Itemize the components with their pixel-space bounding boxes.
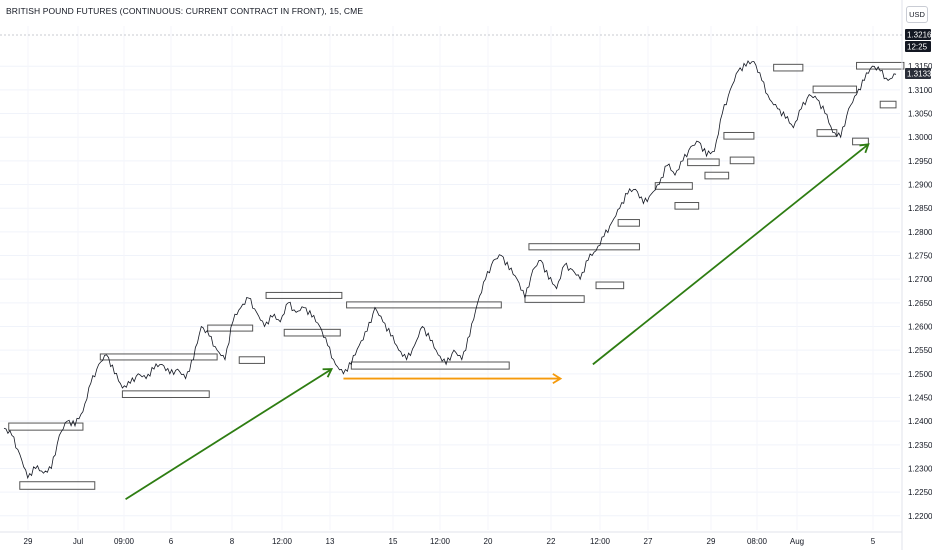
x-tick-label: 29 bbox=[24, 537, 33, 546]
zone-box bbox=[723, 131, 755, 140]
y-tick-label: 1.2850 bbox=[908, 204, 932, 213]
zone-box bbox=[19, 481, 96, 490]
x-tick-label: 13 bbox=[326, 537, 335, 546]
y-tick-label: 1.2700 bbox=[908, 275, 932, 284]
zone-box bbox=[8, 422, 84, 431]
price-tag-box bbox=[905, 41, 931, 52]
zone-box bbox=[528, 243, 640, 251]
x-tick-label: 12:00 bbox=[272, 537, 293, 546]
zone-box bbox=[773, 63, 804, 72]
y-tick-label: 1.2500 bbox=[908, 370, 932, 379]
trend-arrow-head bbox=[552, 373, 563, 385]
price-tag-label: 12:25 bbox=[907, 43, 928, 52]
price-tag-box bbox=[905, 68, 931, 79]
chart-arrows bbox=[125, 143, 870, 501]
y-tick-label: 1.2450 bbox=[908, 393, 932, 402]
price-tag-box bbox=[905, 29, 931, 40]
chart-zones bbox=[8, 61, 905, 490]
x-axis: 29 Jul 09:00 6 8 12:00 13 15 12:00 20 22 12:00 27 29 0… bbox=[0, 531, 902, 546]
trend-arrow-line bbox=[592, 143, 869, 366]
currency-button[interactable]: USD bbox=[906, 6, 928, 23]
zone-box bbox=[674, 202, 700, 210]
x-tick-label: 20 bbox=[484, 537, 493, 546]
price-tags: 1.3216 12:25 1.3133 bbox=[0, 29, 932, 79]
x-tick-label: 15 bbox=[389, 537, 398, 546]
x-tick-label: 12:00 bbox=[590, 537, 611, 546]
trend-arrow-head bbox=[322, 368, 334, 378]
y-tick-label: 1.2300 bbox=[908, 464, 932, 473]
zone-box bbox=[879, 100, 897, 109]
y-tick-label: 1.3150 bbox=[908, 62, 932, 71]
zone-box bbox=[99, 353, 218, 361]
zone-box bbox=[617, 219, 640, 227]
zone-box bbox=[816, 129, 838, 137]
x-tick-label: 08:00 bbox=[747, 537, 768, 546]
price-line bbox=[3, 60, 897, 480]
zone-box bbox=[350, 361, 510, 370]
x-tick-label: 29 bbox=[707, 537, 716, 546]
zone-box bbox=[654, 182, 693, 190]
zone-box bbox=[238, 356, 265, 364]
zone-box bbox=[729, 156, 755, 165]
y-tick-label: 1.3000 bbox=[908, 133, 932, 142]
y-axis: 1.2200 1.2250 1.2300 1.2350 1.2400 1.2450 1.25… bbox=[901, 0, 932, 550]
y-tick-label: 1.2200 bbox=[908, 512, 932, 521]
x-tick-label: 6 bbox=[169, 537, 174, 546]
chart-grid bbox=[0, 26, 900, 530]
zone-box bbox=[265, 291, 343, 299]
zone-box bbox=[595, 281, 625, 290]
x-tick-label: Jul bbox=[73, 537, 83, 546]
y-tick-label: 1.2350 bbox=[908, 441, 932, 450]
y-tick-label: 1.3050 bbox=[908, 110, 932, 119]
zone-box bbox=[121, 390, 210, 398]
x-tick-label: 27 bbox=[644, 537, 653, 546]
y-tick-label: 1.2250 bbox=[908, 488, 932, 497]
y-tick-label: 1.2950 bbox=[908, 157, 932, 166]
zone-box bbox=[687, 158, 720, 167]
x-tick-label: 12:00 bbox=[430, 537, 451, 546]
x-tick-label: Aug bbox=[790, 537, 804, 546]
chart-series bbox=[3, 60, 897, 480]
price-tag-label: 1.3133 bbox=[907, 70, 932, 79]
y-tick-label: 1.2750 bbox=[908, 252, 932, 261]
zone-box bbox=[524, 295, 585, 303]
y-tick-label: 1.2550 bbox=[908, 346, 932, 355]
x-tick-label: 09:00 bbox=[114, 537, 135, 546]
zone-box bbox=[812, 85, 858, 94]
x-tick-label: 22 bbox=[547, 537, 556, 546]
zone-box bbox=[856, 61, 905, 70]
x-tick-label: 5 bbox=[871, 537, 876, 546]
y-tick-label: 1.2400 bbox=[908, 417, 932, 426]
x-tick-label: 8 bbox=[230, 537, 235, 546]
y-tick-label: 1.2800 bbox=[908, 228, 932, 237]
y-tick-label: 1.2600 bbox=[908, 323, 932, 332]
trend-arrow-line bbox=[125, 368, 333, 501]
trend-arrow-head bbox=[859, 143, 870, 154]
zone-box bbox=[704, 171, 730, 180]
y-tick-label: 1.2900 bbox=[908, 181, 932, 190]
zone-box bbox=[283, 328, 341, 337]
y-tick-label: 1.3100 bbox=[908, 86, 932, 95]
zone-box bbox=[346, 301, 502, 309]
chart-title: BRITISH POUND FUTURES (CONTINUOUS: CURRE… bbox=[6, 6, 364, 16]
y-tick-label: 1.2650 bbox=[908, 299, 932, 308]
price-tag-label: 1.3216 bbox=[907, 31, 932, 40]
